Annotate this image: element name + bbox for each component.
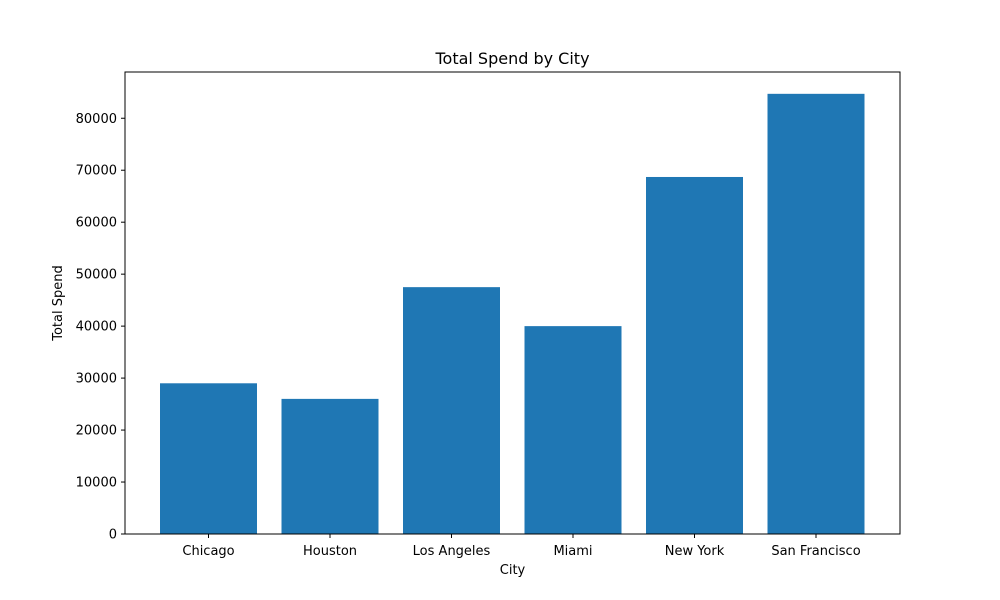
y-tick-label: 50000 bbox=[76, 268, 117, 283]
y-tick-label: 0 bbox=[109, 528, 117, 543]
y-tick-label: 40000 bbox=[76, 320, 117, 335]
x-tick-label: Chicago bbox=[182, 544, 234, 559]
y-axis-label: Total Spend bbox=[51, 265, 66, 342]
y-tick-label: 70000 bbox=[76, 164, 117, 179]
x-axis-label: City bbox=[500, 563, 526, 578]
x-tick-label: Los Angeles bbox=[413, 544, 491, 559]
bar-los-angeles bbox=[403, 287, 500, 534]
bar-san-francisco bbox=[767, 93, 865, 534]
bar-houston bbox=[281, 398, 379, 534]
y-tick-label: 10000 bbox=[76, 476, 117, 491]
x-tick-label: Miami bbox=[553, 544, 592, 559]
y-tick-label: 60000 bbox=[76, 216, 117, 231]
x-tick-label: San Francisco bbox=[771, 544, 860, 559]
x-tick-label: New York bbox=[665, 544, 725, 559]
bars-group bbox=[160, 93, 865, 534]
plot-frame bbox=[124, 71, 901, 535]
bar-new-york bbox=[646, 176, 743, 534]
chart-title: Total Spend by City bbox=[434, 49, 589, 68]
x-axis-ticks: Chicago Houston Los Angeles Miami New York Sa… bbox=[182, 534, 861, 559]
bar-chicago bbox=[160, 383, 257, 534]
y-tick-label: 80000 bbox=[76, 112, 117, 127]
bar-miami bbox=[524, 326, 622, 534]
y-tick-label: 30000 bbox=[76, 372, 117, 387]
x-tick-label: Houston bbox=[303, 544, 357, 559]
y-axis-ticks: 0 10000 20000 30000 40000 50000 60000 70000 8000… bbox=[76, 112, 125, 543]
y-tick-label: 20000 bbox=[76, 424, 117, 439]
